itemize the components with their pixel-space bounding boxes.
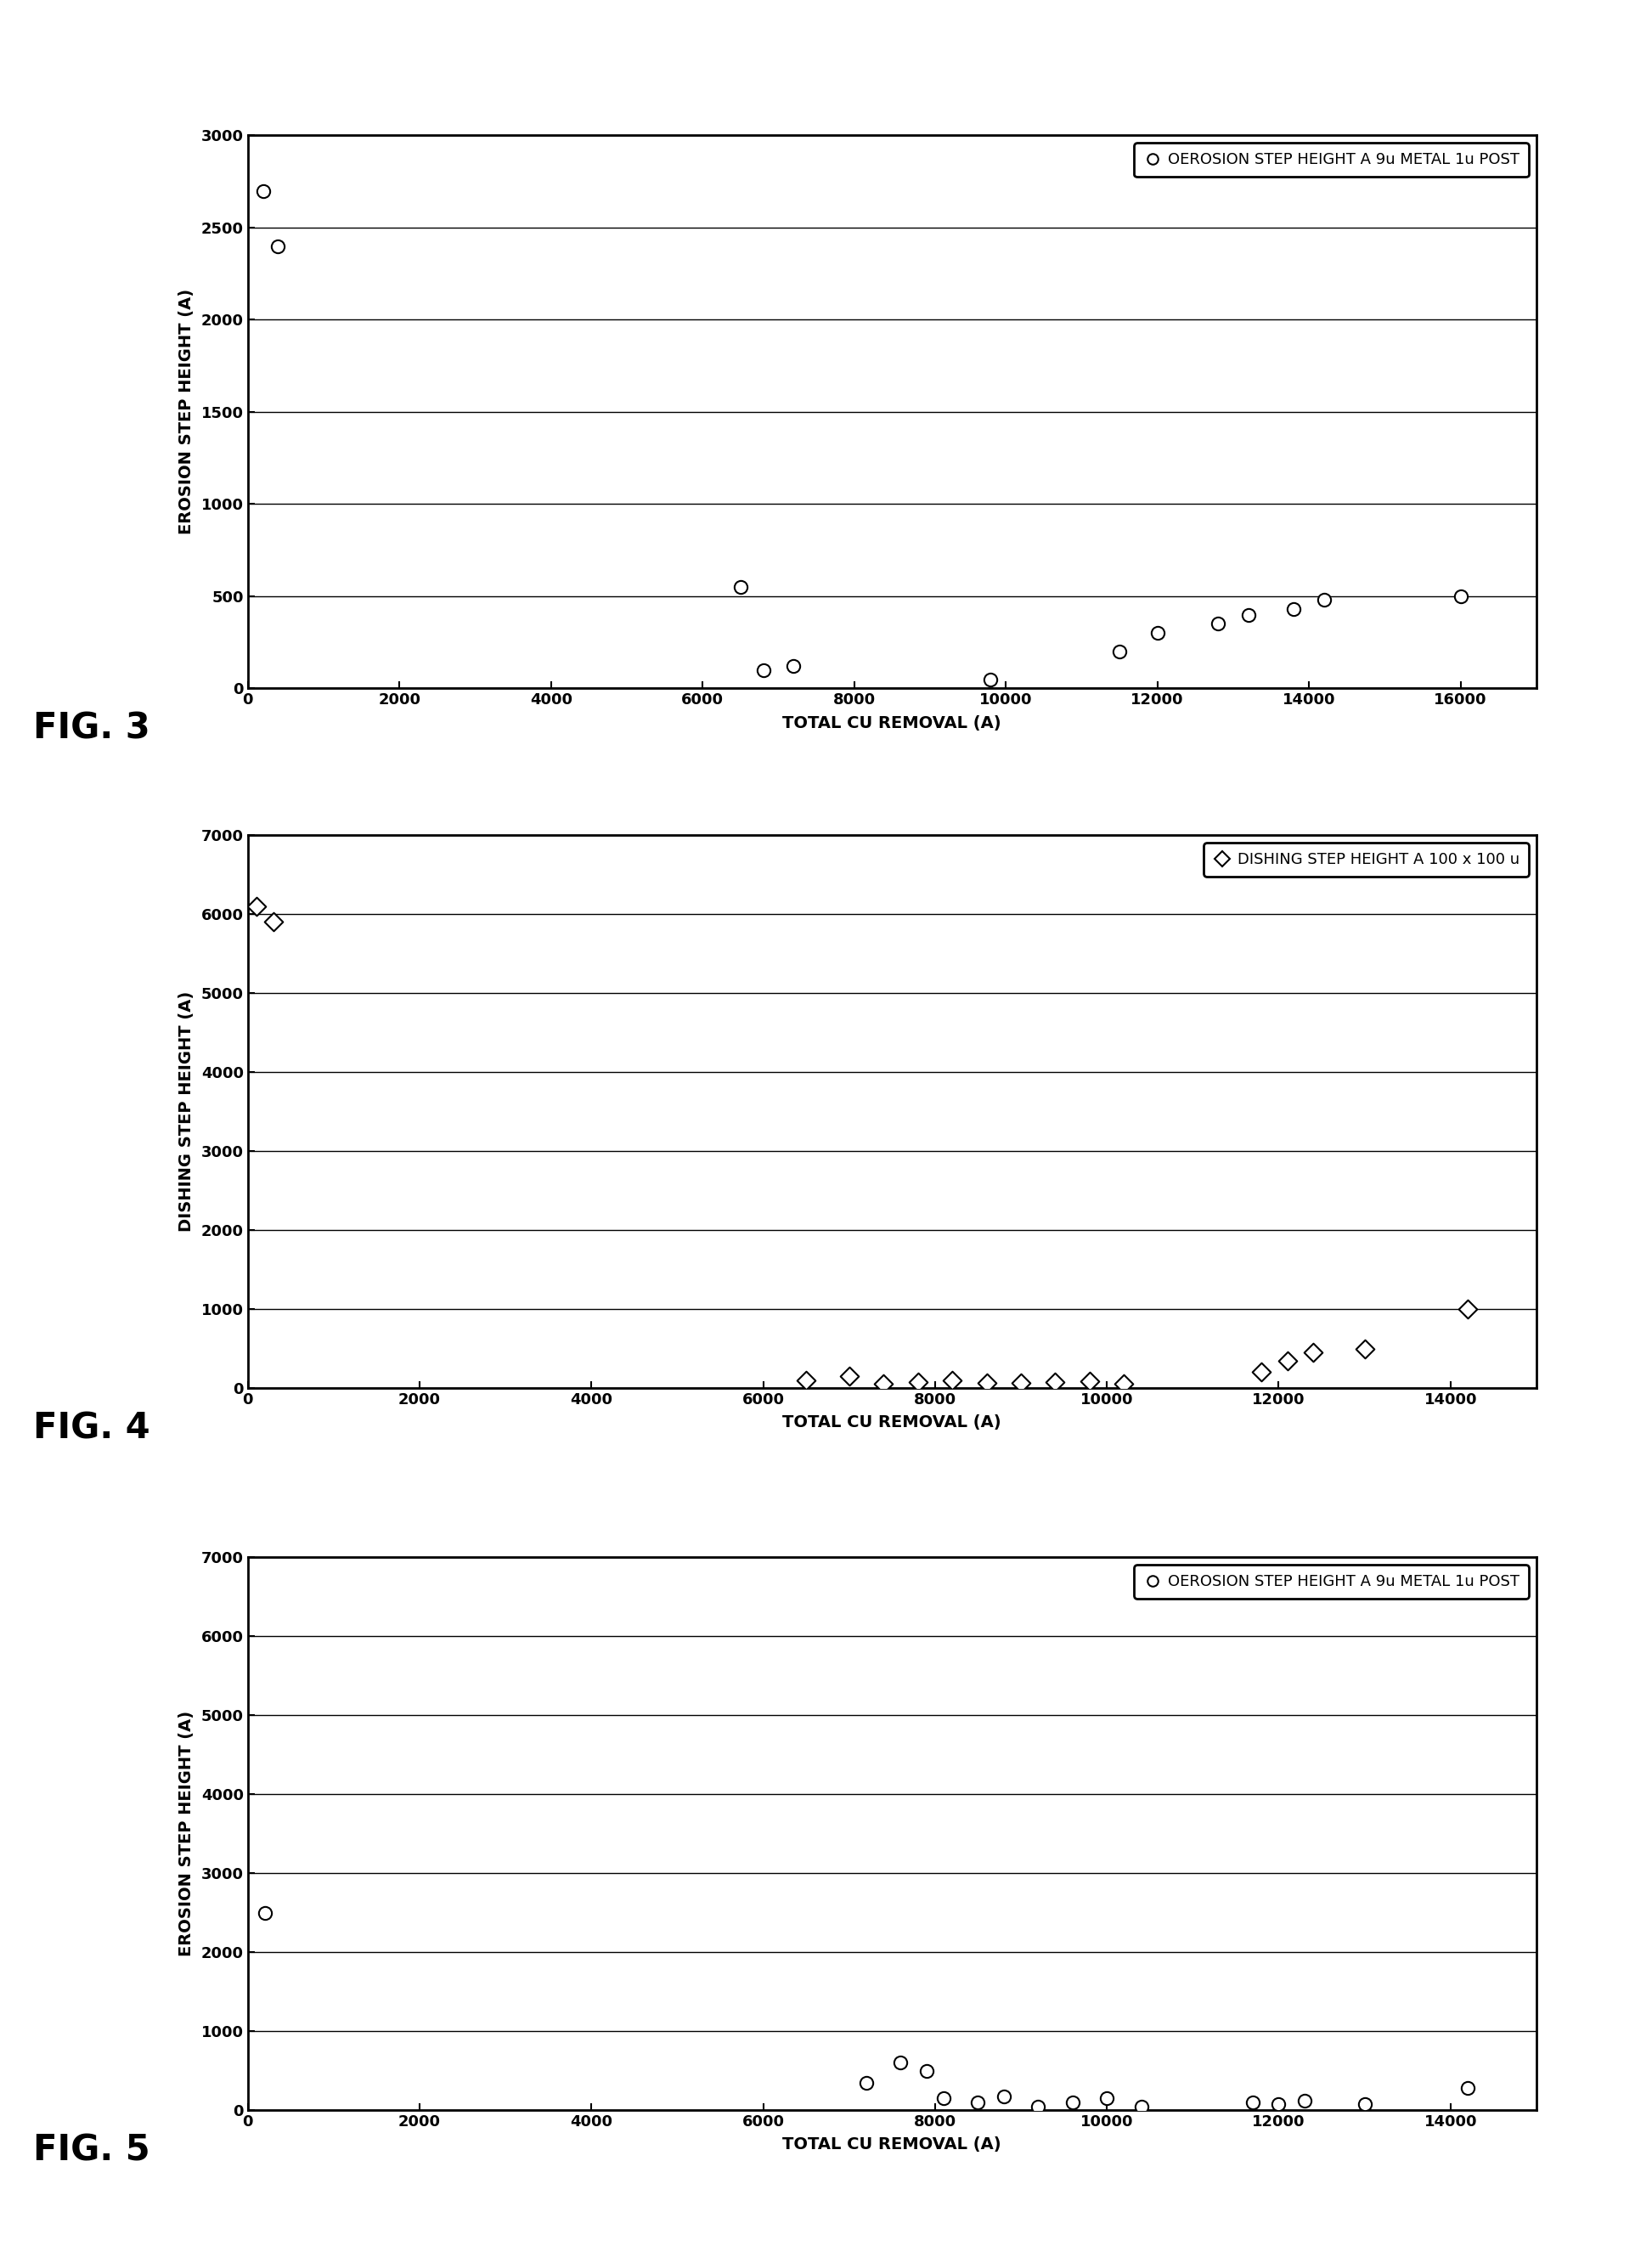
Point: [750, 652, 776, 688]
Y-axis label: DISHING STEP HEIGHT (A): DISHING STEP HEIGHT (A): [178, 991, 195, 1232]
Point: [1312, 582, 1338, 618]
Text: FIG. 3: FIG. 3: [33, 711, 150, 747]
Text: FIG. 4: FIG. 4: [33, 1411, 150, 1447]
Point: [930, 2081, 957, 2117]
Point: [1204, 605, 1231, 641]
Point: [1454, 1291, 1480, 1327]
Point: [243, 887, 269, 925]
Point: [1239, 2085, 1265, 2122]
Point: [1110, 1365, 1137, 1402]
Point: [887, 2045, 914, 2081]
Point: [1274, 1343, 1300, 1379]
Point: [852, 2065, 879, 2101]
Point: [1024, 2088, 1051, 2124]
X-axis label: TOTAL CU REMOVAL (A): TOTAL CU REMOVAL (A): [783, 715, 1001, 731]
Point: [871, 1365, 897, 1402]
Point: [1280, 591, 1307, 627]
Point: [1059, 2085, 1085, 2122]
Point: [1300, 1334, 1327, 1370]
Point: [973, 1365, 999, 1402]
Point: [836, 1359, 862, 1395]
Point: [914, 2054, 940, 2090]
Point: [1236, 596, 1262, 632]
Point: [1249, 1354, 1275, 1390]
Point: [1107, 634, 1133, 670]
Point: [264, 228, 291, 264]
Y-axis label: EROSION STEP HEIGHT (A): EROSION STEP HEIGHT (A): [178, 289, 195, 535]
Point: [249, 174, 276, 210]
Point: [1265, 2085, 1292, 2122]
Legend: OEROSION STEP HEIGHT A 9u METAL 1u POST: OEROSION STEP HEIGHT A 9u METAL 1u POST: [1135, 1564, 1528, 1598]
Point: [1077, 1363, 1104, 1399]
Point: [938, 1361, 965, 1397]
X-axis label: TOTAL CU REMOVAL (A): TOTAL CU REMOVAL (A): [783, 2137, 1001, 2153]
Point: [1042, 1363, 1069, 1399]
Point: [1447, 578, 1474, 614]
Point: [978, 661, 1004, 697]
Point: [1128, 2088, 1155, 2124]
Point: [793, 1361, 819, 1397]
Point: [1094, 2081, 1120, 2117]
Point: [1351, 2085, 1378, 2122]
Point: [727, 569, 753, 605]
Point: [1145, 614, 1171, 650]
Legend: OEROSION STEP HEIGHT A 9u METAL 1u POST: OEROSION STEP HEIGHT A 9u METAL 1u POST: [1135, 142, 1528, 176]
Y-axis label: EROSION STEP HEIGHT (A): EROSION STEP HEIGHT (A): [178, 1711, 195, 1957]
Point: [780, 648, 806, 684]
X-axis label: TOTAL CU REMOVAL (A): TOTAL CU REMOVAL (A): [783, 1415, 1001, 1431]
Point: [965, 2085, 991, 2122]
Point: [261, 903, 287, 939]
Point: [1292, 2083, 1318, 2119]
Text: FIG. 5: FIG. 5: [33, 2133, 150, 2169]
Point: [1454, 2070, 1480, 2106]
Point: [991, 2079, 1018, 2115]
Point: [1008, 1365, 1034, 1402]
Point: [251, 1896, 278, 1932]
Legend: DISHING STEP HEIGHT A 100 x 100 u: DISHING STEP HEIGHT A 100 x 100 u: [1204, 842, 1528, 876]
Point: [905, 1363, 932, 1399]
Point: [1351, 1329, 1378, 1365]
